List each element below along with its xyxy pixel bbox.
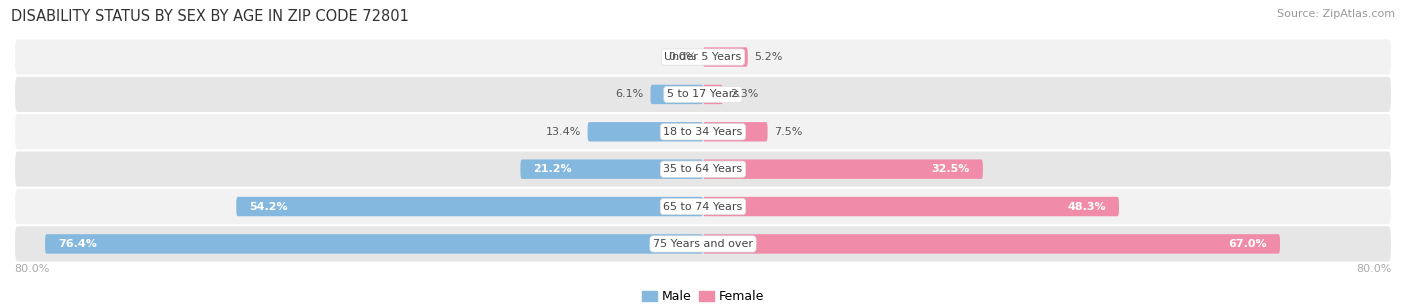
FancyBboxPatch shape — [14, 113, 1392, 150]
FancyBboxPatch shape — [14, 150, 1392, 188]
Text: 7.5%: 7.5% — [775, 127, 803, 137]
Text: 65 to 74 Years: 65 to 74 Years — [664, 202, 742, 212]
Text: Under 5 Years: Under 5 Years — [665, 52, 741, 62]
FancyBboxPatch shape — [703, 122, 768, 141]
FancyBboxPatch shape — [588, 122, 703, 141]
Text: Source: ZipAtlas.com: Source: ZipAtlas.com — [1277, 9, 1395, 19]
FancyBboxPatch shape — [236, 197, 703, 216]
FancyBboxPatch shape — [703, 234, 1279, 254]
Text: 32.5%: 32.5% — [932, 164, 970, 174]
FancyBboxPatch shape — [14, 38, 1392, 76]
Text: 5.2%: 5.2% — [755, 52, 783, 62]
Text: 21.2%: 21.2% — [533, 164, 572, 174]
Text: 18 to 34 Years: 18 to 34 Years — [664, 127, 742, 137]
Text: 54.2%: 54.2% — [249, 202, 288, 212]
Text: 80.0%: 80.0% — [14, 264, 49, 275]
Legend: Male, Female: Male, Female — [637, 285, 769, 304]
Text: DISABILITY STATUS BY SEX BY AGE IN ZIP CODE 72801: DISABILITY STATUS BY SEX BY AGE IN ZIP C… — [11, 9, 409, 24]
Text: 0.0%: 0.0% — [668, 52, 696, 62]
Text: 6.1%: 6.1% — [616, 89, 644, 99]
FancyBboxPatch shape — [703, 160, 983, 179]
FancyBboxPatch shape — [14, 76, 1392, 113]
FancyBboxPatch shape — [45, 234, 703, 254]
FancyBboxPatch shape — [14, 188, 1392, 225]
FancyBboxPatch shape — [651, 85, 703, 104]
FancyBboxPatch shape — [703, 197, 1119, 216]
FancyBboxPatch shape — [703, 85, 723, 104]
Text: 75 Years and over: 75 Years and over — [652, 239, 754, 249]
FancyBboxPatch shape — [14, 225, 1392, 263]
Text: 48.3%: 48.3% — [1067, 202, 1107, 212]
Text: 67.0%: 67.0% — [1229, 239, 1267, 249]
FancyBboxPatch shape — [703, 47, 748, 67]
FancyBboxPatch shape — [520, 160, 703, 179]
Text: 80.0%: 80.0% — [1357, 264, 1392, 275]
Text: 76.4%: 76.4% — [58, 239, 97, 249]
Text: 35 to 64 Years: 35 to 64 Years — [664, 164, 742, 174]
Text: 13.4%: 13.4% — [546, 127, 581, 137]
Text: 5 to 17 Years: 5 to 17 Years — [666, 89, 740, 99]
Text: 2.3%: 2.3% — [730, 89, 758, 99]
